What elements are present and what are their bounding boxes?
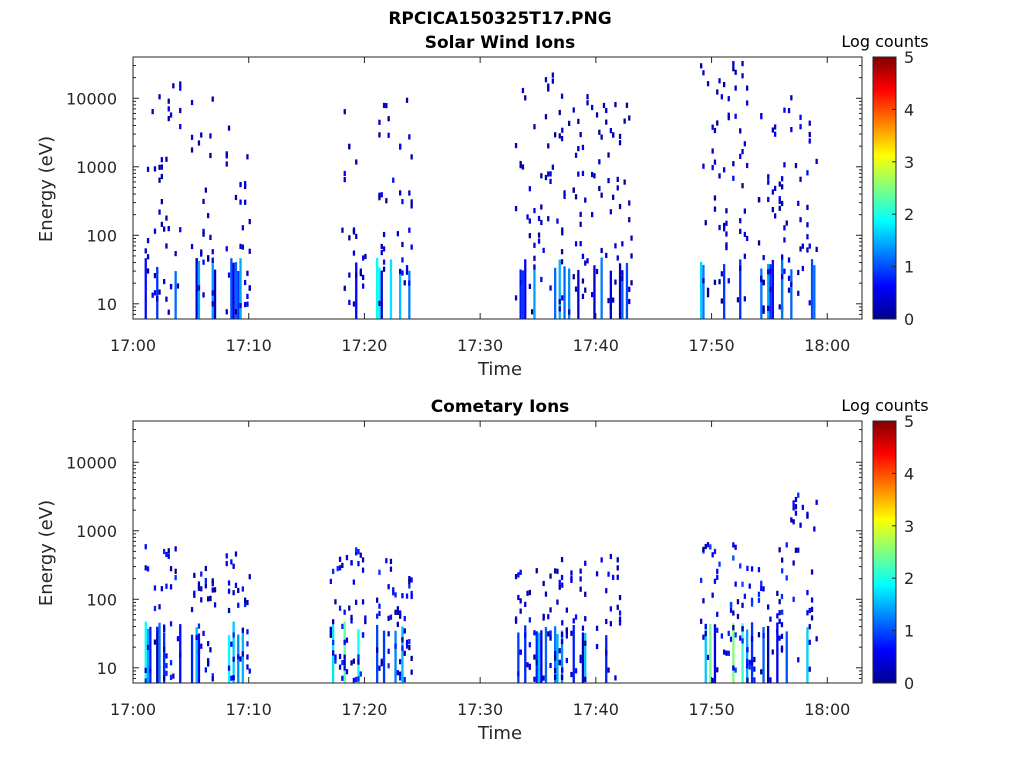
burst-9 <box>700 61 749 319</box>
axes-cometary: 17:00 17:10 17:20 17:30 17:40 17:50 18:00 10 100… <box>66 420 863 719</box>
x-tick-label: 17:00 <box>110 336 156 355</box>
burst-1 <box>144 544 182 684</box>
colorbar-label-solar-wind: Log counts <box>841 32 928 51</box>
burst-11 <box>781 492 818 683</box>
y-axis-label-solar-wind: Energy (eV) <box>36 136 57 242</box>
burst-9 <box>700 542 749 684</box>
colorbar-tick-label: 4 <box>904 464 914 483</box>
burst-2 <box>190 96 217 319</box>
panel-title-solar-wind: Solar Wind Ions <box>425 33 576 53</box>
x-tick-label: 17:30 <box>457 336 503 355</box>
panel-cometary: Cometary Ions Log counts 17:00 17:10 17:20… <box>36 396 929 744</box>
y-tick-label: 10 <box>97 295 117 314</box>
x-tick-label: 18:00 <box>804 700 850 719</box>
colorbar-tick-label: 1 <box>904 622 914 641</box>
colorbar-tick-label: 5 <box>904 412 914 431</box>
colorbar-tick-label: 2 <box>904 205 914 224</box>
colorbar-label-cometary: Log counts <box>841 396 928 415</box>
spectrogram-solar-wind <box>144 61 818 319</box>
burst-7 <box>561 560 587 683</box>
panel-solar-wind: Solar Wind Ions Log counts 17:00 17:10 17:… <box>36 32 929 380</box>
y-tick-label: 1000 <box>76 522 117 541</box>
burst-10 <box>757 113 784 319</box>
panel-title-cometary: Cometary Ions <box>431 397 570 417</box>
burst-3 <box>225 125 251 319</box>
burst-6 <box>514 72 564 319</box>
x-tick-label: 17:30 <box>457 700 503 719</box>
y-tick-label: 100 <box>86 226 117 245</box>
colorbar-tick-label: 3 <box>904 517 914 536</box>
y-axis-label-cometary: Energy (eV) <box>36 500 57 606</box>
x-tick-label: 17:50 <box>689 700 735 719</box>
x-tick-label: 17:20 <box>341 336 387 355</box>
colorbar-tick-label: 2 <box>904 569 914 588</box>
y-tick-label: 100 <box>86 590 117 609</box>
burst-7 <box>561 94 596 319</box>
x-tick-label: 17:40 <box>573 700 619 719</box>
x-tick-label: 17:50 <box>689 336 735 355</box>
spectrogram-cometary <box>144 492 818 684</box>
colorbar-tick-label: 5 <box>904 48 914 67</box>
colorbar-tick-label: 1 <box>904 258 914 277</box>
colorbar-tick-label: 3 <box>904 153 914 172</box>
colorbar-tick-label: 0 <box>904 310 914 329</box>
x-tick-label: 17:20 <box>341 700 387 719</box>
colorbar-cometary: 0 1 2 3 4 5 <box>872 412 914 693</box>
colorbar-solar-wind: 0 1 2 3 4 5 <box>872 48 914 329</box>
figure-title: RPCICA150325T17.PNG <box>388 9 611 29</box>
burst-5 <box>376 558 413 683</box>
burst-6 <box>514 557 564 683</box>
x-tick-label: 17:00 <box>110 700 156 719</box>
x-axis-label-cometary: Time <box>477 723 522 744</box>
x-tick-label: 17:40 <box>573 336 619 355</box>
burst-10 <box>746 547 784 683</box>
colorbar-gradient <box>872 56 897 320</box>
burst-2 <box>190 565 217 683</box>
y-tick-label: 10000 <box>66 453 117 472</box>
x-tick-label: 17:10 <box>226 336 272 355</box>
axes-solar-wind: 17:00 17:10 17:20 17:30 17:40 17:50 18:00 10 100… <box>66 56 863 355</box>
y-tick-label: 10000 <box>66 89 117 108</box>
burst-1 <box>144 81 182 319</box>
colorbar-tick-label: 4 <box>904 100 914 119</box>
burst-5 <box>376 97 413 319</box>
colorbar-gradient <box>872 420 897 684</box>
x-tick-label: 18:00 <box>804 336 850 355</box>
colorbar-tick-label: 0 <box>904 674 914 693</box>
burst-4 <box>329 547 367 683</box>
x-tick-label: 17:10 <box>226 700 272 719</box>
burst-4 <box>341 109 367 319</box>
plot-frame <box>132 56 863 320</box>
burst-3 <box>225 551 251 683</box>
burst-8 <box>595 102 633 319</box>
y-tick-label: 10 <box>97 659 117 678</box>
burst-8 <box>595 553 622 683</box>
plot-frame <box>132 420 863 684</box>
y-tick-label: 1000 <box>76 158 117 177</box>
burst-11 <box>781 95 818 319</box>
x-axis-label-solar-wind: Time <box>477 359 522 380</box>
